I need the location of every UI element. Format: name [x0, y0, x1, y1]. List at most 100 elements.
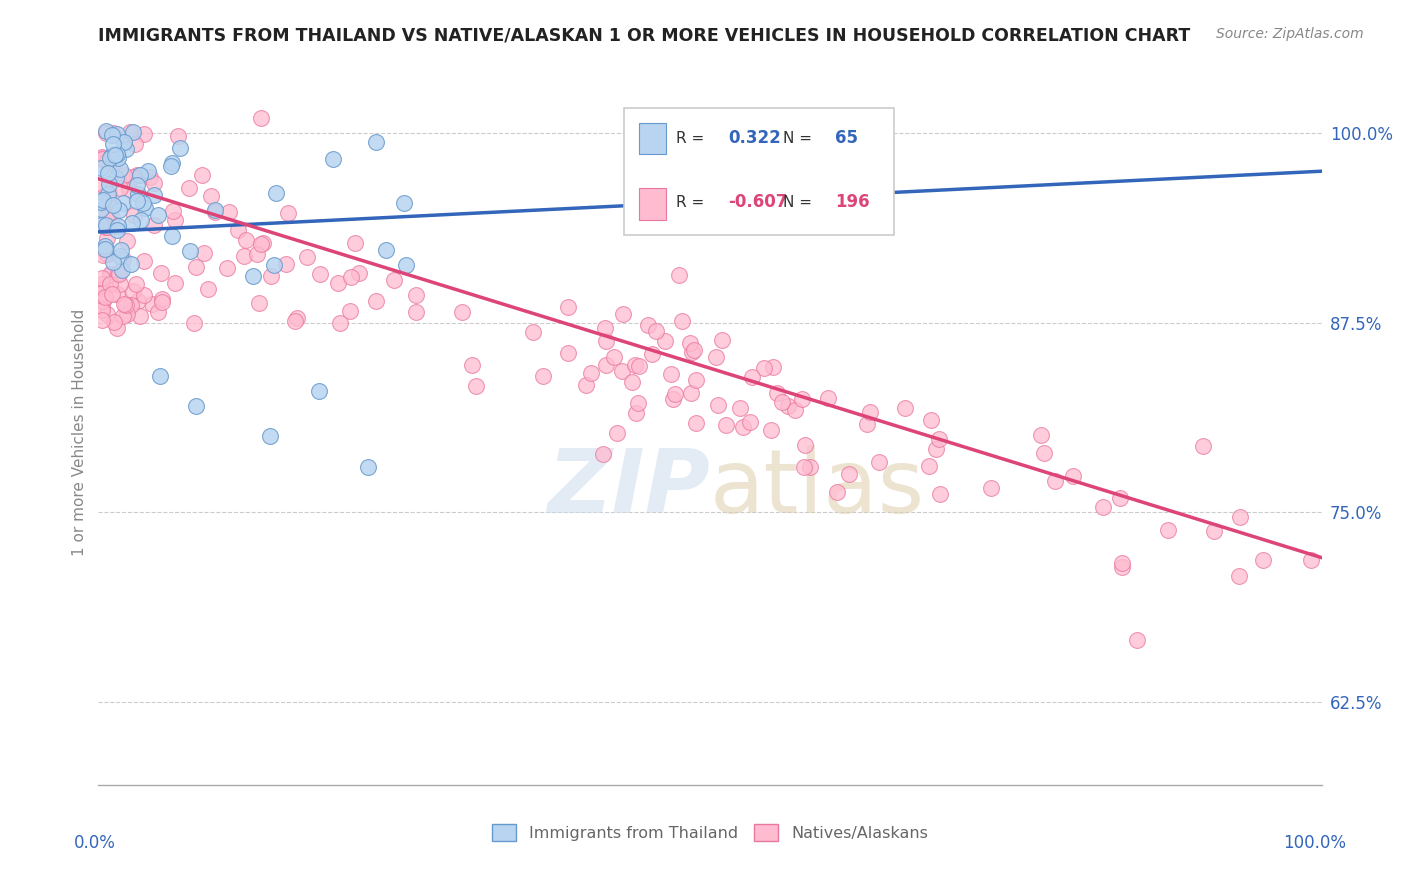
- Point: [90, 194, 112, 209]
- Point: [160, 160, 183, 174]
- Point: [793, 459, 815, 474]
- Point: [129, 213, 152, 227]
- Point: [627, 396, 650, 410]
- Point: [266, 186, 288, 200]
- Point: [595, 321, 617, 335]
- Text: R =: R =: [676, 194, 704, 210]
- Point: [204, 202, 226, 217]
- Point: [980, 481, 1002, 495]
- Point: [741, 370, 763, 384]
- Point: [143, 219, 166, 233]
- Point: [838, 467, 860, 482]
- Point: [101, 136, 124, 151]
- Point: [97, 178, 120, 192]
- Point: [98, 151, 121, 165]
- Point: [783, 402, 806, 417]
- Point: [626, 406, 648, 420]
- Point: [91, 152, 114, 166]
- Point: [121, 216, 143, 230]
- Point: [91, 190, 114, 204]
- Point: [186, 399, 208, 413]
- Point: [628, 359, 651, 374]
- Point: [96, 307, 118, 321]
- FancyBboxPatch shape: [624, 109, 894, 235]
- Text: 0.0%: 0.0%: [75, 834, 115, 852]
- Text: 65: 65: [835, 129, 858, 147]
- Point: [247, 296, 270, 310]
- Point: [127, 187, 149, 202]
- Point: [595, 334, 617, 348]
- Point: [276, 206, 298, 220]
- Point: [731, 420, 754, 434]
- Point: [218, 205, 240, 219]
- Point: [100, 128, 122, 142]
- Point: [1204, 524, 1226, 538]
- Text: 0.322: 0.322: [728, 129, 782, 147]
- Point: [91, 247, 114, 261]
- Point: [356, 459, 378, 474]
- Text: N =: N =: [783, 130, 813, 145]
- Point: [90, 219, 112, 233]
- Point: [382, 273, 405, 287]
- Point: [125, 168, 148, 182]
- Point: [150, 292, 173, 306]
- Point: [592, 447, 614, 461]
- Point: [738, 415, 761, 429]
- Point: [91, 271, 114, 285]
- Point: [671, 314, 693, 328]
- Point: [249, 236, 271, 251]
- Point: [169, 140, 191, 154]
- Point: [124, 136, 146, 151]
- Point: [641, 347, 664, 361]
- Point: [101, 148, 124, 162]
- Point: [856, 417, 879, 432]
- Point: [204, 204, 226, 219]
- Point: [817, 391, 839, 405]
- Point: [96, 230, 118, 244]
- Point: [98, 186, 121, 201]
- Point: [707, 398, 730, 412]
- Point: [162, 204, 184, 219]
- Point: [108, 277, 131, 292]
- Point: [664, 387, 686, 401]
- Point: [122, 125, 145, 139]
- Point: [115, 298, 138, 312]
- Legend: Immigrants from Thailand, Natives/Alaskans: Immigrants from Thailand, Natives/Alaska…: [486, 818, 934, 847]
- Point: [120, 257, 142, 271]
- Point: [1251, 553, 1274, 567]
- Point: [112, 135, 135, 149]
- Text: R =: R =: [676, 130, 704, 145]
- Point: [928, 432, 950, 446]
- Point: [612, 307, 634, 321]
- Point: [96, 219, 118, 234]
- Point: [108, 202, 131, 217]
- Point: [103, 315, 125, 329]
- Point: [93, 178, 115, 192]
- Point: [920, 413, 942, 427]
- Point: [260, 268, 283, 283]
- Point: [1031, 428, 1053, 442]
- Point: [322, 153, 344, 167]
- Point: [730, 401, 752, 415]
- Point: [1111, 560, 1133, 574]
- Point: [246, 247, 269, 261]
- Text: 196: 196: [835, 194, 869, 211]
- Point: [111, 262, 134, 277]
- Point: [91, 243, 114, 257]
- Text: 100.0%: 100.0%: [1284, 834, 1346, 852]
- Point: [105, 320, 128, 334]
- Point: [91, 151, 114, 165]
- Point: [1032, 446, 1054, 460]
- Point: [90, 161, 112, 175]
- Point: [105, 171, 128, 186]
- Point: [766, 386, 789, 401]
- Point: [97, 187, 120, 202]
- Point: [91, 196, 114, 211]
- Point: [925, 442, 948, 456]
- Point: [100, 268, 122, 283]
- Point: [96, 209, 118, 223]
- Point: [250, 111, 273, 125]
- Point: [654, 334, 676, 348]
- Point: [138, 169, 160, 184]
- Point: [770, 394, 793, 409]
